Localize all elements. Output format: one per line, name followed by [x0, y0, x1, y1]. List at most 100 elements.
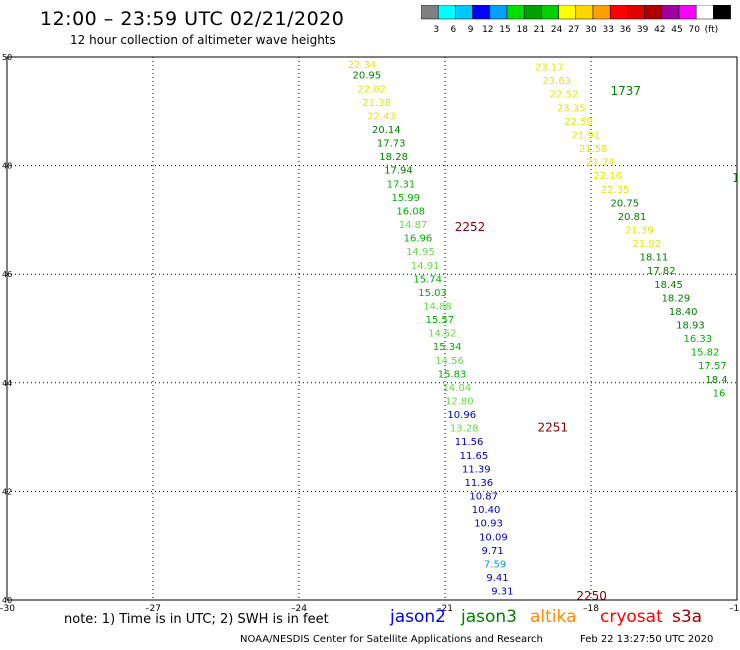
wave-height-value: 22.43 — [367, 111, 396, 122]
wave-height-value: 15.34 — [433, 342, 462, 353]
legend-tick-label: 6 — [451, 25, 457, 35]
lat-tick-label: 48 — [2, 162, 12, 171]
lon-tick-label: –24 — [291, 604, 307, 614]
note-text: note: 1) Time is in UTC; 2) SWH is in fe… — [64, 612, 329, 627]
wave-height-value: 10.93 — [474, 519, 503, 530]
wave-height-value: 21.39 — [625, 225, 654, 236]
legend-tick-label: 39 — [637, 25, 649, 35]
wave-height-value: 10.09 — [479, 532, 508, 543]
wave-height-value: 10.87 — [469, 492, 498, 503]
lon-tick-label: –21 — [437, 604, 453, 614]
legend-tick-label: 18 — [516, 25, 528, 35]
lat-tick-label: 44 — [2, 379, 12, 388]
wave-height-value: 18.11 — [640, 253, 669, 264]
wave-height-value: 17.94 — [384, 166, 413, 177]
wave-height-value: 15.57 — [426, 315, 455, 326]
wave-height-value: 17.31 — [387, 179, 416, 190]
wave-height-value: 16 — [713, 388, 726, 399]
lat-tick-label: 50 — [2, 53, 12, 62]
page-subtitle: 12 hour collection of altimeter wave hei… — [70, 33, 336, 47]
wave-height-value: 12.80 — [445, 397, 474, 408]
legend-tick-label: 70 — [688, 25, 700, 35]
wave-height-value: 21.38 — [362, 98, 391, 109]
lat-tick-label: 40 — [2, 596, 12, 605]
wave-height-value: 14.04 — [443, 383, 472, 394]
lon-tick-label: –30 — [0, 604, 15, 614]
wave-height-value: 11.56 — [455, 437, 484, 448]
wave-height-value: 14.95 — [406, 247, 435, 258]
wave-height-value: 10.40 — [472, 505, 501, 516]
wave-height-value: 17.73 — [377, 139, 406, 150]
legend-tick-label: 42 — [654, 25, 665, 35]
wave-height-value: 15.99 — [391, 193, 420, 204]
wave-height-value: 17.57 — [698, 361, 727, 372]
lat-tick-label: 42 — [2, 487, 12, 496]
wave-height-value: 13.28 — [450, 424, 479, 435]
wave-height-value: 22.35 — [601, 185, 630, 196]
legend-tick-label: (ft) — [705, 25, 719, 35]
legend-tick-label: 36 — [620, 25, 632, 35]
legend-tick-label: 9 — [468, 25, 474, 35]
wave-height-value: 15.03 — [418, 288, 447, 299]
lon-tick-label: –18 — [583, 604, 599, 614]
legend-tick-label: 27 — [568, 25, 579, 35]
pass-time-label: 2250 — [576, 589, 607, 603]
legend-tick-label: 33 — [602, 25, 613, 35]
wave-height-value: 14.56 — [435, 356, 464, 367]
legend-tick-label: 45 — [671, 25, 682, 35]
wave-height-value: 17.82 — [647, 266, 676, 277]
wave-height-value: 21.91 — [572, 130, 601, 141]
page-title: 12:00 – 23:59 UTC 02/21/2020 — [40, 8, 345, 30]
wave-height-value: 22.59 — [564, 117, 593, 128]
wave-height-value: 18.29 — [662, 293, 691, 304]
wave-height-value: 9.71 — [482, 546, 504, 557]
wave-height-value: 20.75 — [610, 198, 639, 209]
pass-time-label: 2252 — [455, 220, 486, 234]
wave-height-value: 15.74 — [413, 274, 442, 285]
legend-tick-label: 24 — [551, 25, 563, 35]
wave-height-value: 20.95 — [353, 71, 382, 82]
wave-height-value: 11.39 — [462, 464, 491, 475]
wave-height-value: 7.59 — [484, 559, 506, 570]
satellite-label-s3a: s3a — [672, 607, 703, 627]
wave-height-value: 23.17 — [535, 63, 564, 74]
wave-height-value: 22.34 — [348, 60, 377, 71]
pass-time-label: 2251 — [537, 421, 568, 435]
wave-height-value: 14.52 — [428, 329, 457, 340]
lon-tick-label: –15 — [729, 604, 740, 614]
lon-tick-label: –27 — [145, 604, 161, 614]
wave-height-value: 18.28 — [379, 152, 408, 163]
wave-height-value: 21.58 — [579, 144, 608, 155]
wave-height-value: 22.62 — [528, 49, 557, 60]
wave-height-value: 11.36 — [464, 478, 493, 489]
wave-height-value: 16.08 — [396, 206, 425, 217]
wave-height-value: 9.31 — [491, 587, 513, 598]
wave-height-value: 22.16 — [593, 171, 622, 182]
legend-tick-label: 15 — [499, 25, 510, 35]
legend-tick-label: 21 — [534, 25, 545, 35]
wave-height-value: 14.91 — [411, 261, 440, 272]
wave-height-value: 21.74 — [586, 158, 615, 169]
legend-tick-label: 12 — [482, 25, 493, 35]
wave-height-value: 21.92 — [632, 239, 661, 250]
wave-height-value: 18.93 — [676, 321, 705, 332]
wave-height-value: 10.96 — [447, 410, 476, 421]
satellite-label-jason3: jason3 — [461, 607, 517, 627]
wave-height-value: 18.40 — [669, 307, 698, 318]
color-scale-legend: 3 6 9 12 15 18 21 24 27 30 33 36 39 42 45 70 (ft) — [421, 5, 731, 35]
wave-height-value: 9.41 — [486, 573, 508, 584]
pass-time-label: 1737 — [610, 84, 641, 98]
pass-time-label: 1738 — [732, 171, 740, 185]
footer-timestamp: Feb 22 13:27:50 UTC 2020 — [580, 634, 714, 645]
wave-height-value: 22.02 — [357, 84, 386, 95]
wave-height-value: 15.82 — [691, 348, 720, 359]
legend-swatch — [713, 5, 731, 20]
wave-height-value: 16.96 — [404, 234, 433, 245]
wave-height-value: 22.52 — [550, 90, 579, 101]
wave-height-value: 23.35 — [557, 103, 586, 114]
wave-height-value: 23.63 — [542, 76, 571, 87]
wave-height-value: 18.45 — [654, 280, 683, 291]
wave-height-value: 11.65 — [460, 451, 489, 462]
wave-height-value: 14.87 — [399, 220, 428, 231]
